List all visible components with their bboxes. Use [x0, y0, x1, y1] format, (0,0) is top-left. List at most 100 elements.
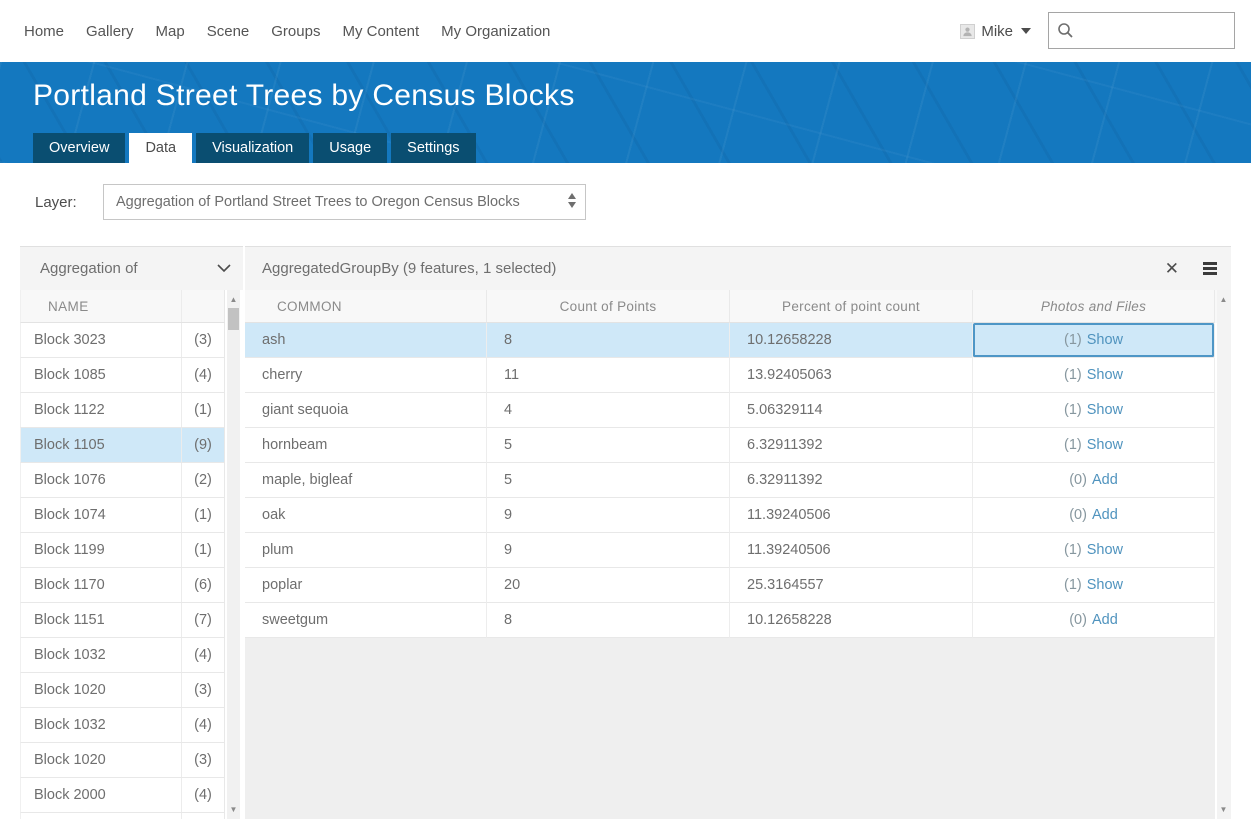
search-icon — [1057, 22, 1074, 39]
photos-action-link[interactable]: Show — [1086, 577, 1123, 593]
data-tables: Aggregation of NAME Block 3023 (3) Block … — [20, 246, 1231, 819]
table-row[interactable]: Block 1020 (3) — [20, 673, 224, 708]
table-row[interactable]: Block 1032 (4) — [20, 708, 224, 743]
photos-action-link[interactable]: Show — [1086, 402, 1123, 418]
scroll-down-icon[interactable]: ▼ — [229, 805, 238, 814]
photos-action-link[interactable]: Add — [1091, 472, 1118, 488]
nav-item-map[interactable]: Map — [155, 22, 185, 40]
photos-action-link[interactable]: Add — [1091, 507, 1118, 523]
scrollbar-thumb[interactable] — [228, 308, 239, 330]
block-name: Block 3023 — [34, 332, 106, 348]
common-cell: cherry — [245, 358, 487, 393]
nav-item-scene[interactable]: Scene — [206, 22, 250, 40]
common-cell: plum — [245, 533, 487, 568]
scroll-up-icon[interactable]: ▲ — [229, 295, 238, 304]
column-header-common: COMMON — [245, 290, 487, 323]
scroll-down-icon[interactable]: ▼ — [1219, 805, 1228, 814]
table-row-selected[interactable]: Block 1105 (9) — [20, 428, 224, 463]
aggregated-panel: AggregatedGroupBy (9 features, 1 selecte… — [245, 246, 1231, 819]
nav-item-groups[interactable]: Groups — [271, 22, 321, 40]
count-cell: 9 — [487, 498, 730, 533]
percent-cell: 6.32911392 — [730, 428, 973, 463]
block-count: (2) — [181, 463, 224, 497]
table-row[interactable]: Block 1151 (7) — [20, 603, 224, 638]
common-cell: giant sequoia — [245, 393, 487, 428]
aggregated-scrollbar[interactable]: ▲ ▼ — [1217, 290, 1231, 819]
top-nav: Home Gallery Map Scene Groups My Content… — [0, 0, 1251, 62]
count-cell: 5 — [487, 428, 730, 463]
table-row[interactable]: Block 1032 (4) — [20, 638, 224, 673]
close-icon[interactable]: ✕ — [1164, 259, 1179, 278]
caret-down-icon — [1021, 28, 1031, 34]
common-cell: ash — [245, 323, 487, 358]
block-name: Block 2000 — [34, 787, 106, 803]
layer-label: Layer: — [35, 194, 77, 211]
user-menu[interactable]: Mike — [960, 0, 1031, 62]
table-row[interactable]: Block 1170 (6) — [20, 568, 224, 603]
scroll-up-icon[interactable]: ▲ — [1219, 295, 1228, 304]
block-count: (3) — [181, 743, 224, 777]
table-row[interactable]: Block 2044(10) — [20, 813, 224, 819]
table-row[interactable]: Block 1074 (1) — [20, 498, 224, 533]
photos-cell: (1) Show — [973, 393, 1215, 428]
table-row[interactable]: giant sequoia 4 5.06329114 (1) Show — [245, 393, 1231, 428]
block-count: (6) — [181, 568, 224, 602]
block-count: (1) — [181, 498, 224, 532]
table-row[interactable]: oak 9 11.39240506 (0) Add — [245, 498, 1231, 533]
table-row[interactable]: Block 1122 (1) — [20, 393, 224, 428]
tab-overview[interactable]: Overview — [33, 133, 126, 163]
block-name: Block 1170 — [34, 577, 105, 593]
photos-count: (0) — [1069, 507, 1087, 523]
table-row[interactable]: poplar 20 25.3164557 (1) Show — [245, 568, 1231, 603]
user-avatar-icon — [960, 23, 976, 39]
table-row[interactable]: Block 2000 (4) — [20, 778, 224, 813]
nav-item-my-content[interactable]: My Content — [342, 22, 420, 40]
column-header-photos-and-files: Photos and Files — [973, 290, 1215, 323]
menu-icon[interactable] — [1203, 262, 1217, 275]
table-row[interactable]: Block 1085 (4) — [20, 358, 224, 393]
blocks-scrollbar[interactable]: ▲ ▼ — [227, 290, 240, 819]
nav-item-gallery[interactable]: Gallery — [86, 22, 134, 40]
block-count: (9) — [181, 428, 224, 462]
photos-action-link[interactable]: Show — [1086, 367, 1123, 383]
table-row[interactable]: Block 1020 (3) — [20, 743, 224, 778]
photos-action-link[interactable]: Show — [1086, 437, 1123, 453]
blocks-panel-header[interactable]: Aggregation of — [20, 246, 243, 290]
photos-cell: (0) Add — [973, 603, 1215, 638]
block-name: Block 1074 — [34, 507, 106, 523]
column-header-count — [181, 290, 224, 322]
nav-item-home[interactable]: Home — [24, 22, 65, 40]
table-row[interactable]: sweetgum 8 10.12658228 (0) Add — [245, 603, 1231, 638]
search-input[interactable] — [1080, 13, 1251, 48]
block-name: Block 1199 — [34, 542, 105, 558]
tab-usage[interactable]: Usage — [313, 133, 388, 163]
photos-action-link[interactable]: Show — [1086, 332, 1123, 348]
aggregated-panel-title: AggregatedGroupBy (9 features, 1 selecte… — [262, 260, 557, 277]
photos-count: (1) — [1063, 542, 1082, 558]
table-row[interactable]: plum 9 11.39240506 (1) Show — [245, 533, 1231, 568]
table-row[interactable]: hornbeam 5 6.32911392 (1) Show — [245, 428, 1231, 463]
block-count: (4) — [181, 358, 224, 392]
tab-settings[interactable]: Settings — [391, 133, 476, 163]
table-row[interactable]: Block 1076 (2) — [20, 463, 224, 498]
block-name: Block 1020 — [34, 682, 106, 698]
table-row-selected[interactable]: ash 8 10.12658228 (1) Show — [245, 323, 1231, 358]
table-row[interactable]: cherry 11 13.92405063 (1) Show — [245, 358, 1231, 393]
table-row[interactable]: maple, bigleaf 5 6.32911392 (0) Add — [245, 463, 1231, 498]
photos-cell: (1) Show — [973, 358, 1215, 393]
column-header-percent: Percent of point count — [730, 290, 973, 323]
photos-action-link[interactable]: Show — [1086, 542, 1123, 558]
nav-item-my-organization[interactable]: My Organization — [441, 22, 551, 40]
search-box — [1048, 12, 1251, 49]
table-row[interactable]: Block 1199 (1) — [20, 533, 224, 568]
photos-action-link[interactable]: Add — [1091, 612, 1118, 628]
common-cell: oak — [245, 498, 487, 533]
block-count: (4) — [181, 708, 224, 742]
block-count: (7) — [181, 603, 224, 637]
percent-cell: 13.92405063 — [730, 358, 973, 393]
tab-data[interactable]: Data — [129, 133, 193, 163]
tab-visualization[interactable]: Visualization — [196, 133, 310, 163]
block-name: Block 1076 — [34, 472, 106, 488]
table-row[interactable]: Block 3023 (3) — [20, 323, 224, 358]
layer-select[interactable]: Aggregation of Portland Street Trees to … — [103, 184, 586, 220]
